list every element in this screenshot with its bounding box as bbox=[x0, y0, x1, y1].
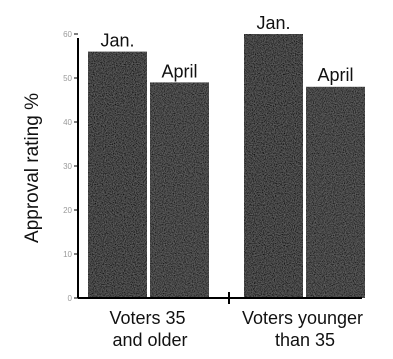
y-tick-label: 10 bbox=[63, 250, 72, 259]
category-label-1-line-2: than 35 bbox=[275, 330, 335, 350]
category-label-0-line-2: and older bbox=[112, 330, 187, 350]
y-tick-label: 40 bbox=[63, 118, 72, 127]
bar-series-label: Jan. bbox=[100, 31, 134, 51]
category-label-1: Voters younger than 35 bbox=[242, 308, 368, 350]
y-tick-label: 30 bbox=[63, 162, 72, 171]
y-axis-title: Approval rating % bbox=[22, 93, 43, 243]
bar bbox=[244, 34, 303, 298]
category-label-0: Voters 35 and older bbox=[109, 308, 190, 350]
bar bbox=[306, 86, 365, 298]
category-label-1-line-1: Voters younger bbox=[242, 308, 363, 328]
bar-series-label: April bbox=[161, 61, 197, 81]
y-tick-label: 20 bbox=[63, 206, 72, 215]
bar bbox=[150, 82, 209, 299]
bar-series-label: Jan. bbox=[256, 13, 290, 33]
category-label-0-line-1: Voters 35 bbox=[109, 308, 185, 328]
y-tick-label: 0 bbox=[68, 294, 73, 303]
y-tick-label: 50 bbox=[63, 74, 72, 83]
y-tick-label: 60 bbox=[63, 30, 72, 39]
bar bbox=[88, 51, 147, 298]
bar-series-label: April bbox=[317, 65, 353, 85]
